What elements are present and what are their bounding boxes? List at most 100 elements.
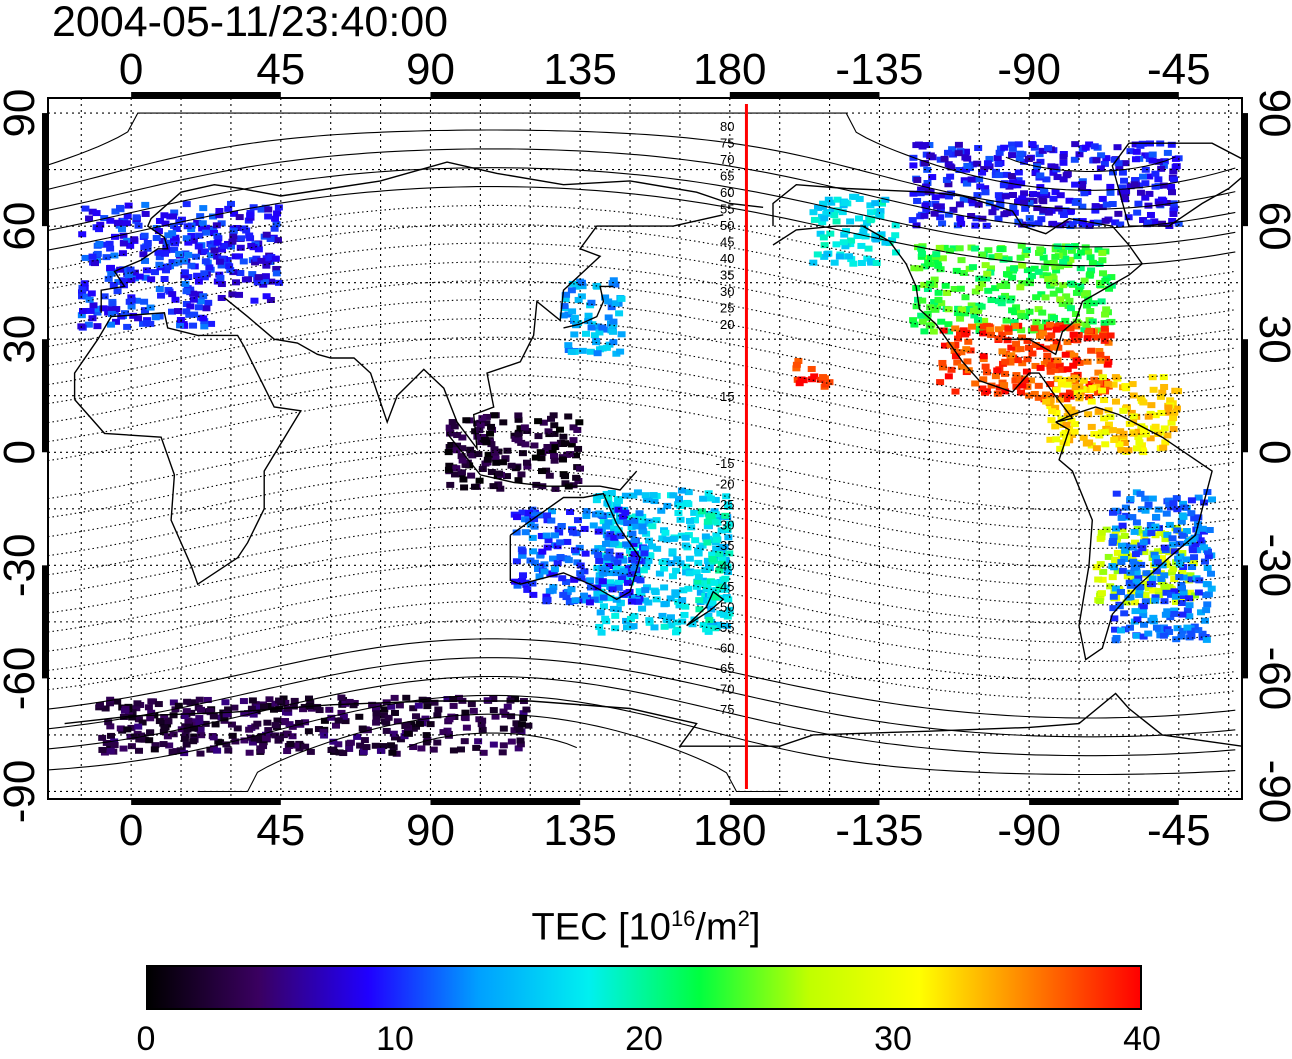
tec-cell <box>313 703 322 710</box>
tec-cell <box>1044 145 1053 152</box>
tec-cell <box>140 298 149 305</box>
tec-cell <box>482 439 491 446</box>
tec-cell <box>614 506 623 513</box>
tec-cell <box>601 615 610 622</box>
tec-cell <box>109 282 118 289</box>
tec-cell <box>1126 582 1135 589</box>
tec-cell <box>1032 294 1041 301</box>
tec-cell <box>691 537 700 544</box>
tec-cell <box>930 276 939 283</box>
lat-tick-label-left: -60 <box>0 647 44 711</box>
tec-cell <box>104 275 113 282</box>
tec-cell <box>1100 337 1109 344</box>
tec-cell <box>356 742 365 749</box>
tec-cell <box>930 299 939 306</box>
tec-cell <box>1098 576 1107 583</box>
axis-bar <box>42 339 48 453</box>
tec-cell <box>514 412 523 419</box>
tec-cell <box>1188 564 1197 571</box>
tec-cell <box>155 217 164 224</box>
tec-cell <box>550 532 559 539</box>
tec-cell <box>1087 423 1096 430</box>
tec-cell <box>964 306 973 313</box>
tec-cell <box>483 456 492 463</box>
tec-cell <box>1053 174 1062 181</box>
tec-cell <box>825 379 834 386</box>
tec-cell <box>1080 277 1089 284</box>
tec-cell <box>611 612 620 619</box>
tec-cell <box>482 413 491 420</box>
tec-cell <box>1194 494 1203 501</box>
tec-cell <box>281 718 290 725</box>
tec-cell <box>196 298 205 305</box>
tec-cell <box>1072 217 1081 224</box>
tec-cell <box>81 205 90 212</box>
tec-cell <box>693 578 702 585</box>
tec-cell <box>93 250 102 257</box>
tec-cell <box>724 596 733 603</box>
tec-cell <box>682 563 691 570</box>
lon-tick-label-top: 90 <box>406 45 455 94</box>
tec-cell <box>711 625 720 632</box>
tec-cell <box>379 743 388 750</box>
tec-cell <box>687 524 696 531</box>
contour-label: -50 <box>716 600 735 615</box>
tec-cell <box>1178 569 1187 576</box>
tec-cell <box>1172 495 1181 502</box>
tec-cell <box>681 534 690 541</box>
tec-cell <box>1008 191 1017 198</box>
tec-cell <box>846 218 855 225</box>
tec-cell <box>288 733 297 740</box>
tec-cell <box>679 587 688 594</box>
tec-cell <box>920 212 929 219</box>
tec-cell <box>491 449 500 456</box>
tec-cell <box>1052 410 1061 417</box>
lon-tick-label-top: -135 <box>835 45 923 94</box>
tec-cell <box>1011 377 1020 384</box>
tec-cell <box>712 586 721 593</box>
tec-cell <box>1096 165 1105 172</box>
tec-cell <box>114 279 123 286</box>
tec-cell <box>833 196 842 203</box>
tec-cell <box>548 587 557 594</box>
tec-cell <box>240 737 249 744</box>
tec-cell <box>595 510 604 517</box>
tec-cell <box>1039 207 1048 214</box>
tec-cell <box>1194 589 1203 596</box>
tec-cell <box>516 425 525 432</box>
tec-cell <box>372 714 381 721</box>
tec-cell <box>523 463 532 470</box>
tec-cell <box>304 695 313 702</box>
tec-cell <box>725 550 734 557</box>
tec-cell <box>717 543 726 550</box>
tec-cell <box>207 226 216 233</box>
tec-cell <box>196 750 205 757</box>
tec-cell <box>590 596 599 603</box>
tec-cell <box>478 717 487 724</box>
tec-cell <box>467 701 476 708</box>
lat-tick-label-right: -30 <box>1250 534 1292 598</box>
tec-cell <box>546 570 555 577</box>
tec-cell <box>975 176 984 183</box>
tec-cell <box>1110 156 1119 163</box>
tec-cell <box>934 296 943 303</box>
tec-cell <box>530 442 539 449</box>
tec-cell <box>940 342 949 349</box>
tec-cell <box>123 213 132 220</box>
tec-cell <box>1059 259 1068 266</box>
contour-label: 45 <box>720 235 734 250</box>
tec-cell <box>1087 267 1096 274</box>
tec-cell <box>264 731 273 738</box>
tec-cell <box>973 160 982 167</box>
axis-bar <box>729 92 880 98</box>
tec-cell <box>460 484 469 491</box>
tec-cell <box>1017 389 1026 396</box>
tec-cell <box>623 520 632 527</box>
tec-cell <box>1086 254 1095 261</box>
tec-cell <box>1083 335 1092 342</box>
tec-cell <box>174 308 183 315</box>
tec-cell <box>1159 444 1168 451</box>
tec-cell <box>1179 500 1188 507</box>
tec-cell <box>622 541 631 548</box>
tec-cell <box>171 296 180 303</box>
